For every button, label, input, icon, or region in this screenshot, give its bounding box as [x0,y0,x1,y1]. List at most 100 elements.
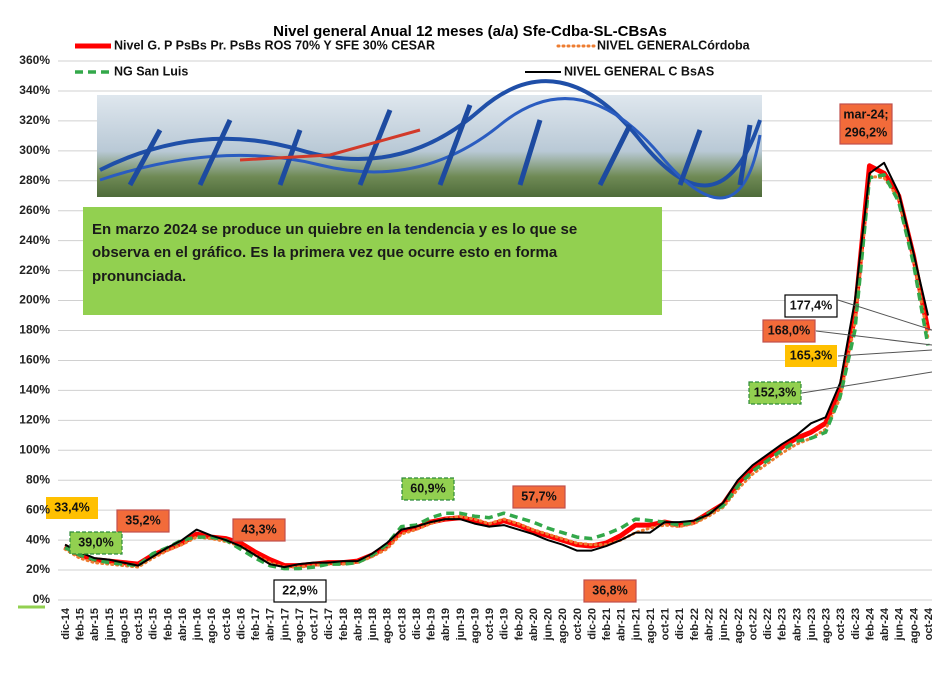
y-tick-label: 200% [19,293,50,307]
x-tick-label: dic-17 [323,608,335,640]
x-tick-label: ago-20 [557,608,569,643]
x-tick-label: feb-20 [513,608,525,640]
legend-label: NG San Luis [114,64,188,78]
x-tick-label: ago-18 [382,608,394,643]
y-tick-label: 140% [19,383,50,397]
x-tick-label: dic-21 [674,608,686,640]
x-tick-label: dic-14 [60,607,72,640]
x-tick-label: ago-15 [118,608,130,643]
legend-label: NIVEL GENERAL C BsAS [564,64,714,78]
x-tick-label: ago-16 [206,608,218,643]
annotation-label: 165,3% [790,348,832,362]
x-tick-label: abr-24 [879,607,891,641]
annotation-label: 168,0% [768,323,810,337]
y-tick-label: 20% [26,562,50,576]
annotation-label: 296,2% [845,125,887,139]
x-tick-label: dic-15 [148,608,160,640]
x-tick-label: abr-18 [352,608,364,641]
x-tick-label: abr-22 [703,608,715,641]
x-tick-label: oct-23 [835,608,847,640]
x-tick-label: jun-22 [718,608,730,641]
x-tick-label: dic-19 [499,608,511,640]
x-tick-label: feb-22 [689,608,701,640]
y-tick-label: 0% [33,592,51,606]
x-tick-label: jun-24 [894,607,906,641]
x-tick-label: feb-17 [250,608,262,640]
x-tick-label: ago-24 [908,607,920,643]
x-tick-label: oct-15 [133,608,145,640]
x-tick-label: oct-19 [484,608,496,640]
annotation-label: mar-24; [843,107,888,121]
x-tick-label: jun-15 [104,608,116,641]
callout-text: pronunciada. [92,268,186,285]
y-tick-label: 80% [26,472,50,486]
x-tick-label: feb-24 [864,607,876,640]
y-tick-label: 340% [19,83,50,97]
legend-label: NIVEL GENERALCórdoba [597,38,751,52]
x-tick-label: feb-15 [75,608,87,640]
x-tick-label: abr-15 [89,608,101,641]
y-tick-label: 300% [19,143,50,157]
annotation-label: 22,9% [282,583,317,597]
x-tick-label: abr-17 [265,608,277,641]
x-tick-label: oct-20 [572,608,584,640]
x-tick-label: oct-24 [923,607,932,640]
x-tick-label: ago-17 [294,608,306,643]
x-tick-label: oct-16 [221,608,233,640]
x-tick-label: jun-23 [806,608,818,641]
x-tick-label: feb-21 [601,608,613,640]
annotation-label: 36,8% [592,583,627,597]
x-tick-label: jun-18 [367,608,379,641]
annotation-label: 35,2% [125,513,160,527]
y-tick-label: 120% [19,413,50,427]
annotation-label: 177,4% [790,298,832,312]
x-tick-label: feb-18 [338,608,350,640]
x-tick-label: jun-17 [279,608,291,641]
photo [97,81,762,198]
x-tick-label: jun-21 [630,608,642,641]
y-tick-label: 240% [19,233,50,247]
annotation-label: 33,4% [54,500,89,514]
x-tick-label: jun-20 [543,608,555,641]
annotation-label: 57,7% [521,489,556,503]
x-tick-label: dic-16 [235,608,247,640]
x-tick-label: feb-16 [162,608,174,640]
x-tick-label: oct-22 [747,608,759,640]
x-tick-label: ago-21 [645,608,657,643]
x-tick-label: jun-16 [192,608,204,641]
annotation-label: 60,9% [410,481,445,495]
x-tick-label: dic-23 [850,608,862,640]
y-tick-label: 40% [26,532,50,546]
x-tick-label: jun-19 [455,608,467,641]
x-tick-label: feb-23 [777,608,789,640]
x-tick-label: oct-21 [660,608,672,640]
x-tick-label: ago-19 [469,608,481,643]
y-tick-label: 100% [19,442,50,456]
callout-text: En marzo 2024 se produce un quiebre en l… [92,221,577,238]
x-tick-label: ago-22 [733,608,745,643]
x-tick-label: feb-19 [426,608,438,640]
y-tick-label: 360% [19,53,50,67]
legend-label: Nivel G. P PsBs Pr. PsBs ROS 70% Y SFE 3… [114,38,435,52]
x-tick-label: abr-21 [616,608,628,641]
x-tick-label: dic-22 [762,608,774,640]
x-tick-label: ago-23 [821,608,833,643]
x-tick-label: dic-18 [411,608,423,640]
x-tick-label: abr-16 [177,608,189,641]
y-tick-label: 280% [19,173,50,187]
y-tick-label: 320% [19,113,50,127]
y-tick-label: 60% [26,502,50,516]
chart: En marzo 2024 se produce un quiebre en l… [0,0,932,684]
x-tick-label: abr-20 [528,608,540,641]
annotation-label: 152,3% [754,385,796,399]
callout-text: observa en el gráfico. Es la primera vez… [92,244,558,261]
x-tick-label: oct-17 [309,608,321,640]
x-tick-label: oct-18 [396,608,408,640]
x-tick-label: abr-19 [440,608,452,641]
annotation-label: 43,3% [241,522,276,536]
y-tick-label: 180% [19,323,50,337]
y-tick-label: 260% [19,203,50,217]
y-tick-label: 220% [19,263,50,277]
x-tick-label: dic-20 [586,608,598,640]
callout: En marzo 2024 se produce un quiebre en l… [83,207,662,315]
